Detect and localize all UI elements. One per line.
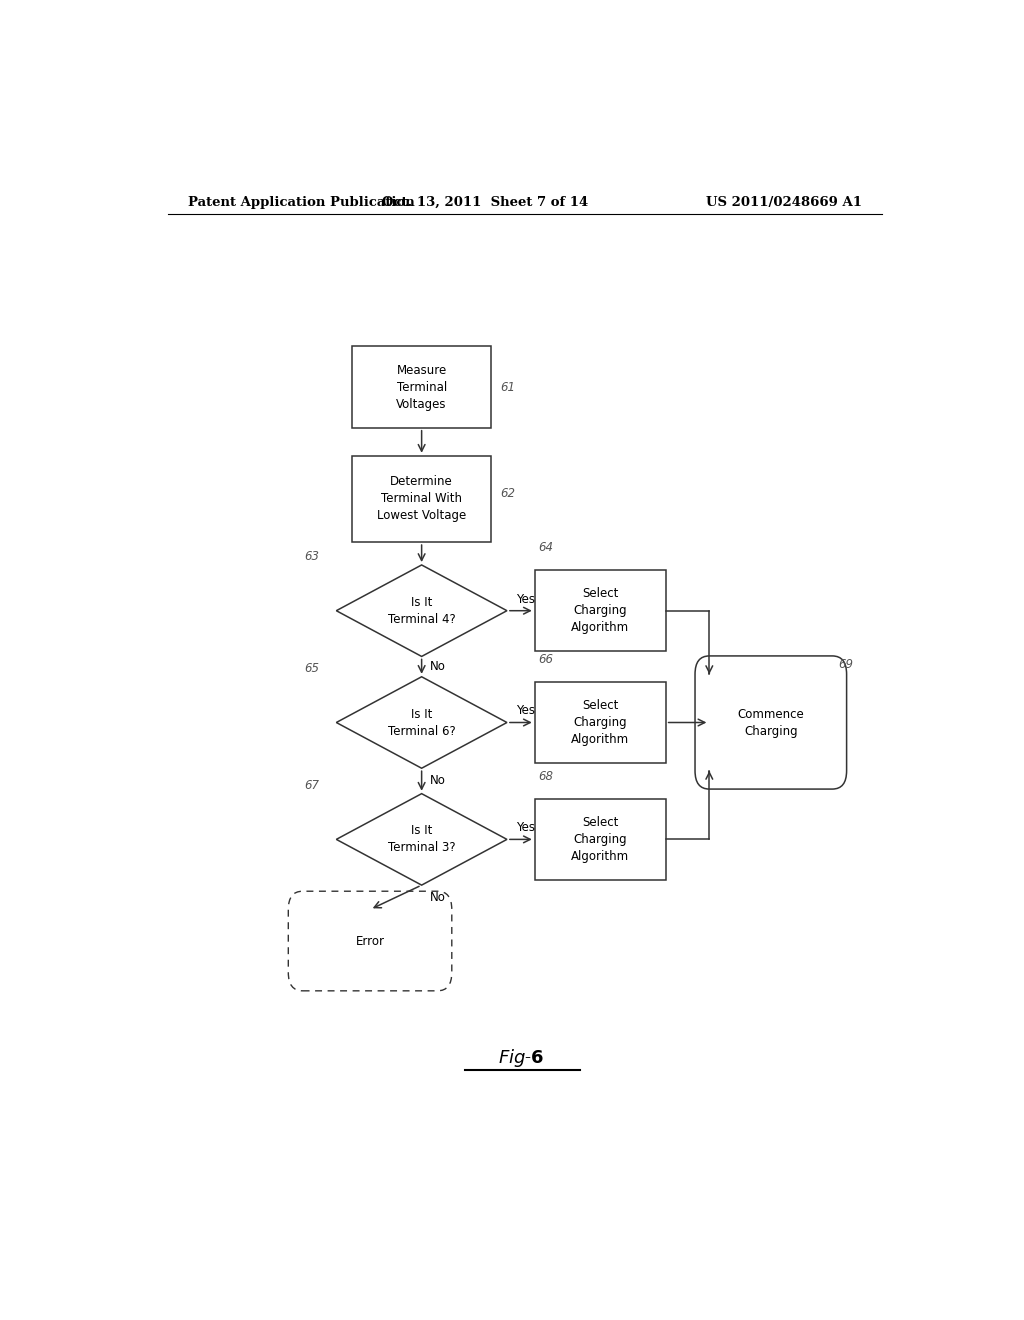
FancyBboxPatch shape: [535, 799, 666, 880]
Text: Commence
Charging: Commence Charging: [737, 708, 804, 738]
Text: Yes: Yes: [516, 821, 536, 834]
FancyBboxPatch shape: [535, 682, 666, 763]
Text: 61: 61: [501, 380, 516, 393]
Text: No: No: [430, 891, 445, 904]
Text: 62: 62: [501, 487, 516, 500]
FancyBboxPatch shape: [352, 455, 492, 543]
Text: 65: 65: [304, 663, 319, 675]
Text: Is It
Terminal 3?: Is It Terminal 3?: [388, 825, 456, 854]
Text: $\mathit{F}$$\mathit{ig}$-$\mathbf{6}$: $\mathit{F}$$\mathit{ig}$-$\mathbf{6}$: [498, 1047, 544, 1069]
Text: No: No: [430, 775, 445, 788]
Text: Select
Charging
Algorithm: Select Charging Algorithm: [571, 700, 630, 746]
Text: No: No: [430, 660, 445, 673]
Text: 64: 64: [539, 541, 554, 554]
Text: Select
Charging
Algorithm: Select Charging Algorithm: [571, 587, 630, 634]
Text: US 2011/0248669 A1: US 2011/0248669 A1: [707, 195, 862, 209]
Polygon shape: [336, 793, 507, 886]
Text: Is It
Terminal 6?: Is It Terminal 6?: [388, 708, 456, 738]
Text: Yes: Yes: [516, 705, 536, 718]
FancyBboxPatch shape: [535, 570, 666, 651]
Text: Yes: Yes: [516, 593, 536, 606]
FancyBboxPatch shape: [352, 346, 492, 428]
FancyBboxPatch shape: [289, 891, 452, 991]
FancyBboxPatch shape: [695, 656, 847, 789]
Text: Measure
Terminal
Voltages: Measure Terminal Voltages: [396, 363, 446, 411]
Text: Patent Application Publication: Patent Application Publication: [187, 195, 415, 209]
Polygon shape: [336, 677, 507, 768]
Text: 69: 69: [839, 657, 854, 671]
Text: Select
Charging
Algorithm: Select Charging Algorithm: [571, 816, 630, 863]
Polygon shape: [336, 565, 507, 656]
Text: 67: 67: [304, 779, 319, 792]
Text: Is It
Terminal 4?: Is It Terminal 4?: [388, 595, 456, 626]
Text: 63: 63: [304, 550, 319, 564]
Text: Determine
Terminal With
Lowest Voltage: Determine Terminal With Lowest Voltage: [377, 475, 466, 523]
Text: 66: 66: [539, 653, 554, 667]
Text: Error: Error: [355, 935, 385, 948]
Text: 68: 68: [539, 770, 554, 783]
Text: Oct. 13, 2011  Sheet 7 of 14: Oct. 13, 2011 Sheet 7 of 14: [382, 195, 588, 209]
